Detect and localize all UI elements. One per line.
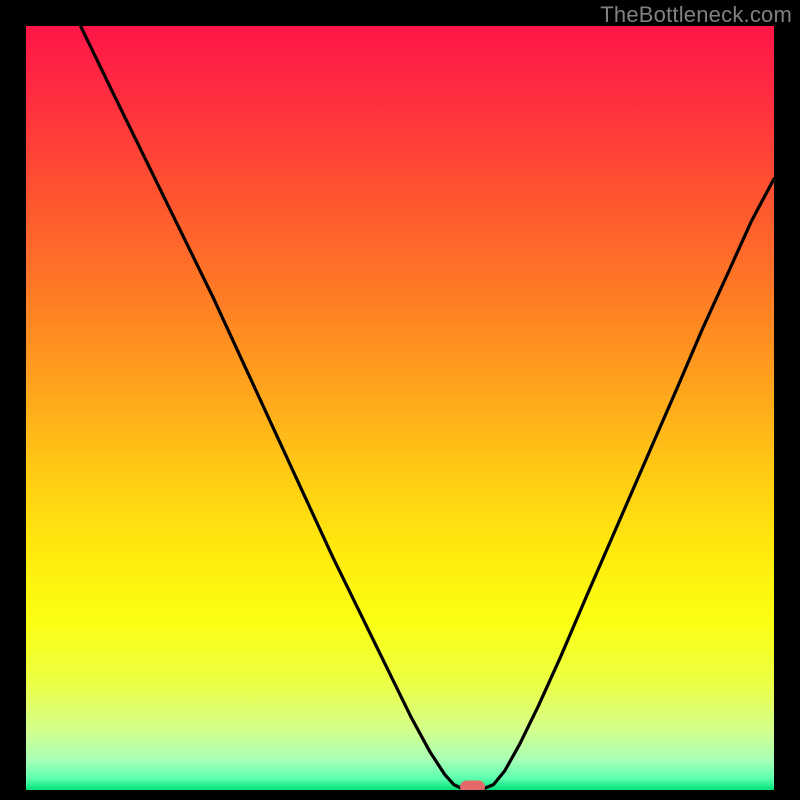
watermark-text: TheBottleneck.com — [600, 2, 792, 28]
chart-svg — [26, 26, 774, 790]
chart-stage: TheBottleneck.com — [0, 0, 800, 800]
gradient-background — [26, 26, 774, 790]
plot-area — [26, 26, 774, 790]
optimal-marker — [461, 781, 485, 790]
